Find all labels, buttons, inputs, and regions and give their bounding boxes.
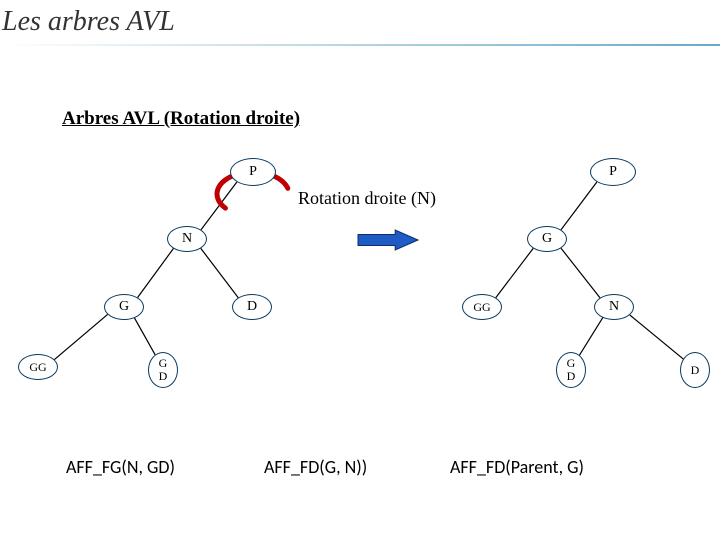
tree-node-GG1: GG <box>18 354 58 380</box>
tree-node-G2: G <box>527 226 567 252</box>
rotation-label: Rotation droite (N) <box>298 188 436 209</box>
fn-label-2: AFF_FD(G, N)) <box>264 456 367 478</box>
tree-node-P2: P <box>590 158 636 186</box>
fn-label-3: AFF_FD(Parent, G) <box>450 456 584 478</box>
title-underline <box>0 44 720 46</box>
tree-node-GD2: G D <box>556 352 586 388</box>
tree-node-G1: G <box>104 294 144 320</box>
tree-node-GD1: G D <box>148 352 178 388</box>
page-title: Les arbres AVL <box>2 6 175 38</box>
tree-node-D2: D <box>680 352 710 388</box>
fn-label-1: AFF_FG(N, GD) <box>66 456 175 478</box>
tree-node-N2: N <box>594 294 634 320</box>
section-subtitle: Arbres AVL (Rotation droite) <box>62 108 300 130</box>
tree-node-N: N <box>167 226 207 252</box>
tree-node-P1: P <box>230 158 276 186</box>
tree-node-D1: D <box>232 294 272 320</box>
tree-node-GG2: GG <box>462 294 502 320</box>
